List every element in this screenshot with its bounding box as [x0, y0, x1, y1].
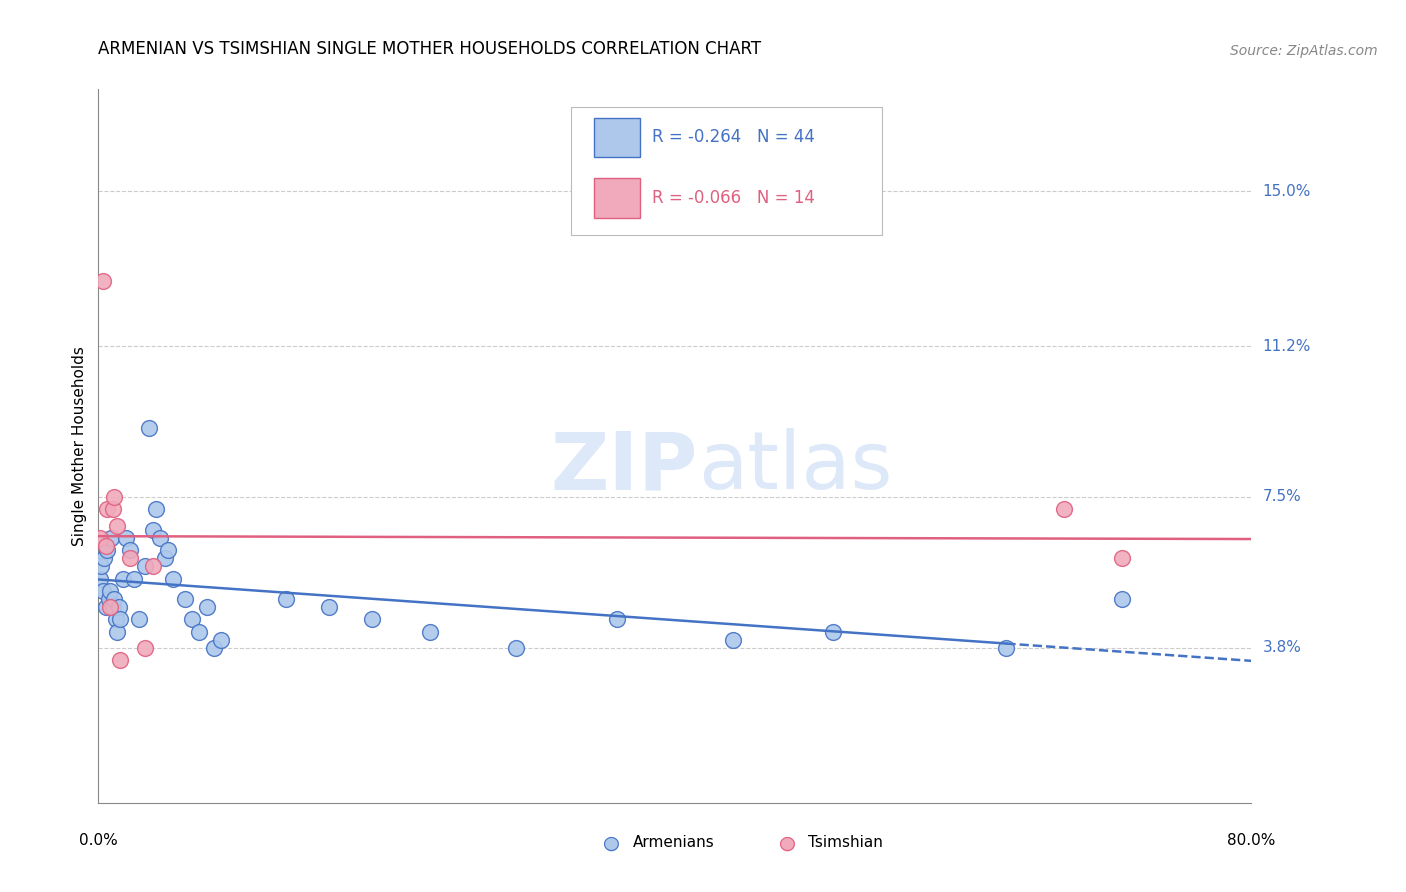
Point: [318, 600, 340, 615]
Point: [91, 583, 114, 598]
Point: [120, 543, 142, 558]
Text: R = -0.066   N = 14: R = -0.066 N = 14: [652, 189, 814, 207]
Point: [1111, 591, 1133, 606]
Text: ●: ●: [603, 833, 620, 853]
Point: [721, 632, 744, 647]
Text: 80.0%: 80.0%: [1227, 833, 1275, 848]
Point: [188, 624, 211, 639]
Point: [108, 653, 131, 667]
Point: [101, 600, 124, 615]
Point: [149, 531, 172, 545]
Point: [134, 559, 156, 574]
Text: Tsimshian: Tsimshian: [808, 836, 883, 850]
Point: [105, 518, 128, 533]
Point: [274, 591, 297, 606]
Point: [103, 591, 125, 606]
Point: [89, 531, 111, 545]
Point: [120, 551, 142, 566]
FancyBboxPatch shape: [595, 118, 640, 157]
Text: ●: ●: [779, 833, 796, 853]
Point: [142, 559, 165, 574]
Point: [90, 559, 112, 574]
Text: ZIP: ZIP: [551, 428, 697, 507]
Text: Armenians: Armenians: [633, 836, 714, 850]
Point: [104, 612, 127, 626]
Point: [156, 543, 179, 558]
Point: [114, 531, 136, 545]
Text: ARMENIAN VS TSIMSHIAN SINGLE MOTHER HOUSEHOLDS CORRELATION CHART: ARMENIAN VS TSIMSHIAN SINGLE MOTHER HOUS…: [98, 40, 762, 58]
Text: ○: ○: [779, 833, 796, 853]
Point: [606, 612, 628, 626]
Point: [105, 624, 128, 639]
Point: [124, 572, 146, 586]
Point: [181, 612, 204, 626]
Point: [97, 591, 120, 606]
Text: ○: ○: [603, 833, 620, 853]
Point: [361, 612, 384, 626]
Text: 11.2%: 11.2%: [1263, 339, 1310, 353]
Point: [98, 600, 121, 615]
Point: [96, 543, 118, 558]
Text: Source: ZipAtlas.com: Source: ZipAtlas.com: [1230, 44, 1378, 58]
Point: [96, 502, 118, 516]
Point: [93, 551, 115, 566]
Point: [209, 632, 232, 647]
Point: [142, 523, 165, 537]
Point: [94, 539, 117, 553]
Text: 15.0%: 15.0%: [1263, 184, 1310, 199]
Point: [202, 640, 225, 655]
Point: [505, 640, 527, 655]
Point: [101, 502, 124, 516]
Point: [823, 624, 845, 639]
Text: atlas: atlas: [697, 428, 893, 507]
Point: [174, 591, 197, 606]
FancyBboxPatch shape: [571, 107, 883, 235]
Point: [162, 572, 184, 586]
Point: [195, 600, 218, 615]
FancyBboxPatch shape: [595, 178, 640, 218]
Point: [89, 572, 111, 586]
Point: [145, 502, 167, 516]
Point: [153, 551, 176, 566]
Point: [995, 640, 1018, 655]
Point: [103, 490, 125, 504]
Point: [108, 612, 131, 626]
Point: [98, 583, 121, 598]
Text: 7.5%: 7.5%: [1263, 490, 1301, 505]
Y-axis label: Single Mother Households: Single Mother Households: [72, 346, 87, 546]
Point: [100, 531, 122, 545]
Point: [138, 420, 160, 434]
Text: 0.0%: 0.0%: [79, 833, 118, 848]
Point: [107, 600, 129, 615]
Point: [1053, 502, 1076, 516]
Point: [419, 624, 441, 639]
Text: 3.8%: 3.8%: [1263, 640, 1302, 656]
Point: [1111, 551, 1133, 566]
Point: [128, 612, 150, 626]
Point: [134, 640, 156, 655]
Point: [111, 572, 134, 586]
Point: [91, 274, 114, 288]
Text: R = -0.264   N = 44: R = -0.264 N = 44: [652, 128, 814, 146]
Point: [94, 600, 117, 615]
